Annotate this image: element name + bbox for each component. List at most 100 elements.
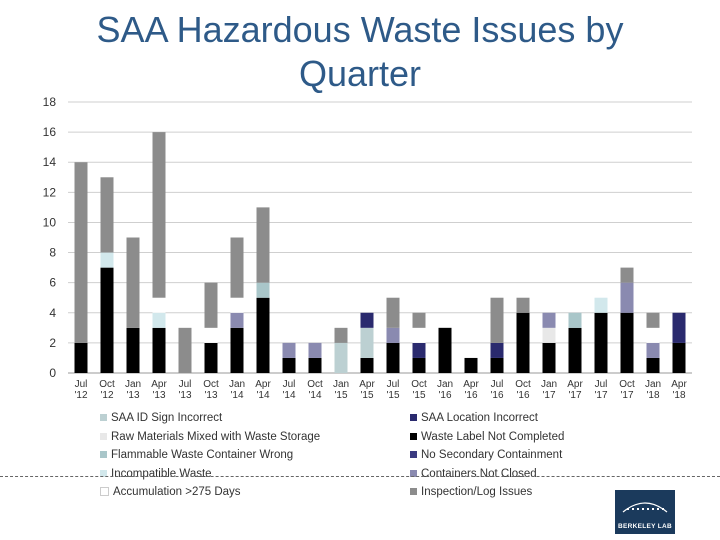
legend-swatch <box>100 432 107 440</box>
x-tick-label: Oct <box>619 379 635 390</box>
bar-segment <box>672 342 686 373</box>
x-axis-labels: Jul'12Oct'12Jan'13Apr'13Jul'13Oct'13Jan'… <box>74 379 687 401</box>
bar-segment <box>74 342 88 373</box>
bar-segment <box>204 282 218 328</box>
x-tick-label: Apr <box>463 379 479 390</box>
x-tick-label: '15 <box>360 390 373 401</box>
bar-segment <box>412 312 426 328</box>
x-tick-label: '18 <box>646 390 659 401</box>
x-tick-label: '14 <box>230 390 243 401</box>
x-tick-label: Jan <box>437 379 453 390</box>
x-tick-label: '13 <box>152 390 165 401</box>
bar-segment <box>100 252 114 268</box>
bar-segment <box>490 297 504 343</box>
x-tick-label: '14 <box>308 390 321 401</box>
x-tick-label: '16 <box>464 390 477 401</box>
x-tick-label: Apr <box>671 379 687 390</box>
bar-segment <box>516 297 530 313</box>
bar-segment <box>620 312 634 373</box>
legend-item: Flammable Waste Container Wrong <box>100 449 293 461</box>
legend-item: Raw Materials Mixed with Waste Storage <box>100 431 320 443</box>
legend-label: SAA ID Sign Incorrect <box>111 412 223 424</box>
legend-label: No Secondary Containment <box>421 449 563 461</box>
bar-segment <box>516 312 530 373</box>
bar-segment <box>568 312 582 328</box>
x-tick-label: Oct <box>307 379 323 390</box>
bars <box>74 132 686 373</box>
legend-item: SAA Location Incorrect <box>410 412 538 424</box>
bar-segment <box>152 297 166 313</box>
bar-segment <box>126 327 140 373</box>
x-tick-label: Oct <box>515 379 531 390</box>
bar-segment <box>256 207 270 283</box>
bar-segment <box>100 177 114 253</box>
legend-swatch <box>100 451 107 459</box>
bar-segment <box>100 267 114 373</box>
bar-segment <box>438 327 452 373</box>
bar-segment <box>646 312 660 328</box>
legend-item: Incompatible Waste <box>100 468 212 480</box>
x-tick-label: Apr <box>359 379 375 390</box>
bar-segment <box>646 327 660 343</box>
bar-segment <box>412 327 426 343</box>
bar-segment <box>412 357 426 373</box>
x-tick-label: Oct <box>203 379 219 390</box>
x-tick-label: '17 <box>542 390 555 401</box>
x-tick-label: '12 <box>74 390 87 401</box>
y-axis-labels: 0 2 4 6 8 10 12 14 16 18 <box>43 95 57 380</box>
y-tick-label: 8 <box>49 246 56 260</box>
x-tick-label: Jul <box>491 379 504 390</box>
legend-swatch <box>410 469 417 477</box>
bar-segment <box>282 357 296 373</box>
legend-label: Containers Not Closed <box>421 467 537 480</box>
x-tick-label: '13 <box>126 390 139 401</box>
legend-label: Accumulation >275 Days <box>113 486 241 498</box>
y-tick-label: 18 <box>43 95 57 109</box>
legend-item: No Secondary Containment <box>410 449 562 461</box>
bar-segment <box>308 342 322 358</box>
chart-title: SAA Hazardous Waste Issues by Quarter <box>96 9 624 94</box>
x-tick-label: Apr <box>255 379 271 390</box>
gridlines <box>68 101 692 374</box>
x-tick-label: Oct <box>99 379 115 390</box>
x-tick-label: Jan <box>229 379 245 390</box>
x-tick-label: '14 <box>282 390 295 401</box>
x-tick-label: Jul <box>283 379 296 390</box>
bar-segment <box>386 327 400 343</box>
logo-text: BERKELEY LAB <box>617 523 673 530</box>
x-tick-label: Jan <box>645 379 661 390</box>
legend-item: Containers Not Closed <box>410 468 537 480</box>
bar-segment <box>490 342 504 358</box>
bar-segment <box>360 327 374 358</box>
x-tick-label: Jul <box>595 379 608 390</box>
bar-segment <box>620 267 634 283</box>
x-tick-label: Jan <box>541 379 557 390</box>
x-tick-label: '15 <box>386 390 399 401</box>
bar-segment <box>542 342 556 373</box>
bar-segment <box>204 327 218 343</box>
bar-segment <box>256 297 270 373</box>
bar-segment <box>152 312 166 328</box>
legend-label: Waste Label Not Completed <box>421 430 565 443</box>
x-tick-label: '16 <box>438 390 451 401</box>
bar-segment <box>672 312 686 343</box>
bar-segment <box>386 342 400 373</box>
y-tick-label: 12 <box>43 185 57 199</box>
legend-swatch <box>410 488 417 496</box>
bar-segment <box>256 282 270 298</box>
x-tick-label: '16 <box>490 390 503 401</box>
legend-label: SAA Location Incorrect <box>421 412 538 424</box>
x-tick-label: '15 <box>334 390 347 401</box>
legend-label: Flammable Waste Container Wrong <box>111 449 294 461</box>
x-tick-label: '14 <box>256 390 269 401</box>
bar-segment <box>230 327 244 373</box>
y-tick-label: 2 <box>49 336 56 350</box>
bar-segment <box>594 312 608 373</box>
bar-segment <box>74 162 88 343</box>
x-tick-label: '17 <box>620 390 633 401</box>
x-tick-label: '12 <box>100 390 113 401</box>
bar-segment <box>230 297 244 313</box>
legend-swatch <box>410 432 417 440</box>
bar-segment <box>152 132 166 298</box>
